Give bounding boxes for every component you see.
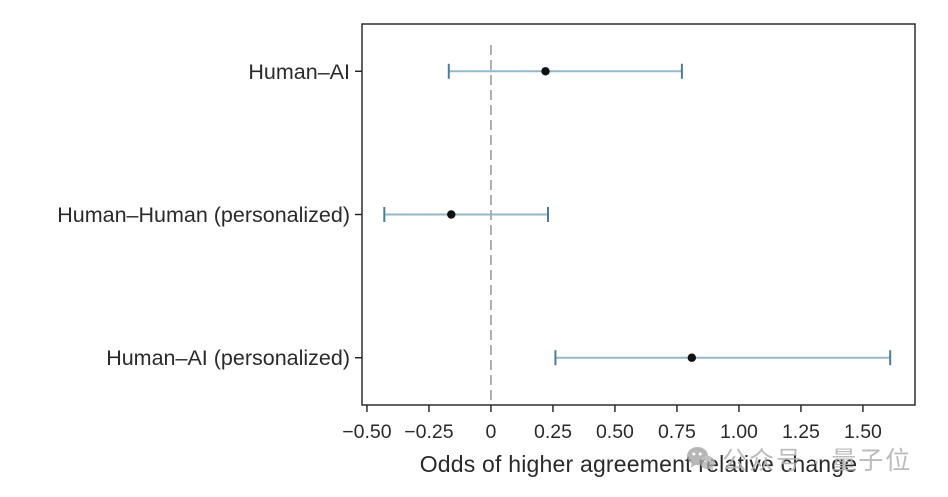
x-axis-title: Odds of higher agreement relative change [419,451,858,477]
x-tick-label: −0.25 [404,421,453,443]
point-estimate-dot [447,210,456,219]
x-tick-label: 1.00 [720,421,758,443]
point-estimate-dot [541,67,550,76]
x-tick-label: 1.25 [782,421,820,443]
x-tick-label: −0.50 [342,421,391,443]
x-tick-label: 0.75 [658,421,696,443]
x-tick-label: 1.50 [844,421,882,443]
category-label: Human–Human (personalized) [57,203,350,227]
point-estimate-dot [687,353,697,362]
x-tick-label: 0 [486,421,497,443]
category-label: Human–AI [248,60,350,84]
x-tick-label: 0.25 [534,421,572,443]
x-tick-label: 0.50 [596,421,634,443]
category-label: Human–AI (personalized) [106,346,350,370]
